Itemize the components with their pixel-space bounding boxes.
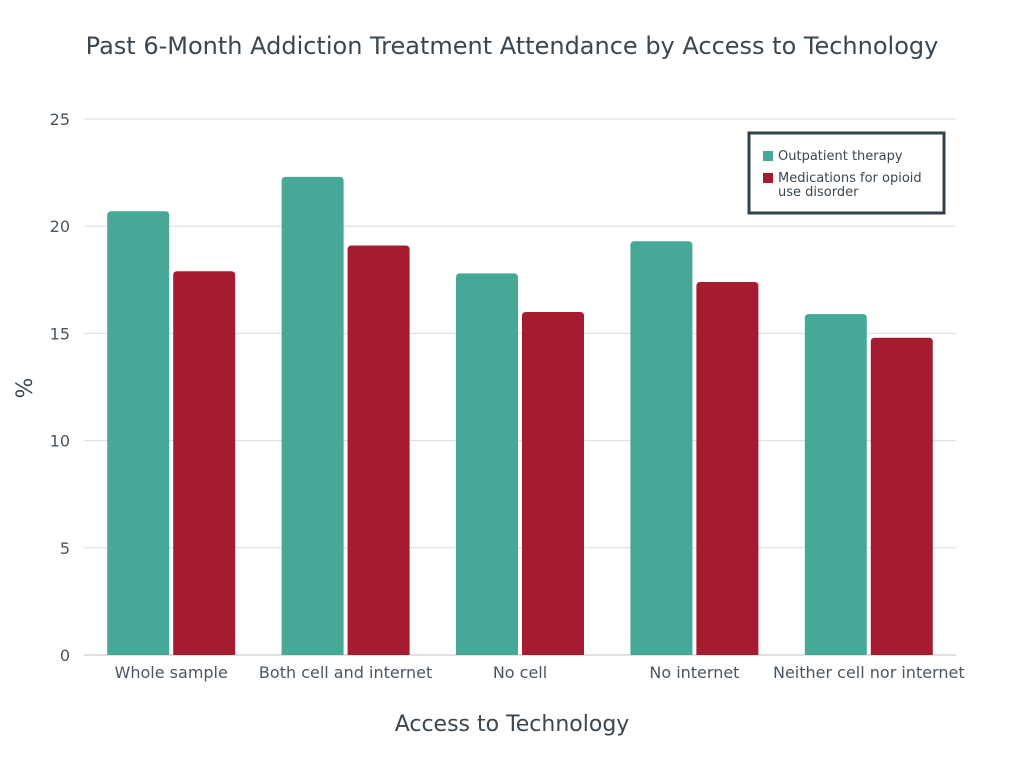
- bar-medications-for-opioid-use-disorder-whole-sample: [173, 271, 236, 655]
- x-tick-label-no-cell: No cell: [493, 663, 547, 682]
- y-tick-label-20: 20: [50, 217, 70, 236]
- y-tick-label-5: 5: [60, 539, 70, 558]
- bar-outpatient-therapy-both-cell-and-internet: [281, 176, 344, 655]
- legend-label-medications-line-2: use disorder: [778, 185, 859, 200]
- legend-label-medications-line-1: Medications for opioid: [778, 171, 922, 186]
- x-tick-label-both-cell-and-internet: Both cell and internet: [259, 663, 432, 682]
- x-tick-label-no-internet: No internet: [649, 663, 739, 682]
- legend: Outpatient therapy Medications for opioi…: [747, 131, 946, 215]
- bar-medications-for-opioid-use-disorder-neither-cell-nor-internet: [870, 337, 933, 655]
- y-axis-ticks: 0 5 10 15 20 25: [50, 110, 70, 665]
- bar-outpatient-therapy-neither-cell-nor-internet: [804, 314, 867, 655]
- x-tick-label-neither-cell-nor-internet: Neither cell nor internet: [773, 663, 965, 682]
- legend-swatch-medications-for-opioid-use-disorder: [763, 173, 773, 183]
- bar-medications-for-opioid-use-disorder-no-internet: [696, 281, 759, 655]
- x-axis-ticks: Whole sample Both cell and internet No cel…: [115, 663, 965, 682]
- x-axis-title: Access to Technology: [395, 712, 630, 737]
- legend-box: [747, 131, 946, 215]
- bar-outpatient-therapy-whole-sample: [107, 211, 170, 655]
- y-tick-label-0: 0: [60, 646, 70, 665]
- bar-medications-for-opioid-use-disorder-no-cell: [522, 311, 584, 655]
- x-tick-label-whole-sample: Whole sample: [115, 663, 228, 682]
- y-tick-label-10: 10: [50, 432, 70, 451]
- y-axis-title: %: [13, 378, 38, 399]
- legend-swatch-outpatient-therapy: [763, 151, 773, 161]
- bars: [107, 176, 933, 655]
- chart-title: Past 6-Month Addiction Treatment Attenda…: [86, 32, 939, 60]
- legend-label-outpatient-therapy: Outpatient therapy: [778, 149, 903, 164]
- y-tick-label-15: 15: [50, 324, 70, 343]
- bar-outpatient-therapy-no-cell: [456, 273, 518, 655]
- y-tick-label-25: 25: [50, 110, 70, 129]
- bar-medications-for-opioid-use-disorder-both-cell-and-internet: [347, 245, 410, 655]
- bar-outpatient-therapy-no-internet: [630, 241, 693, 655]
